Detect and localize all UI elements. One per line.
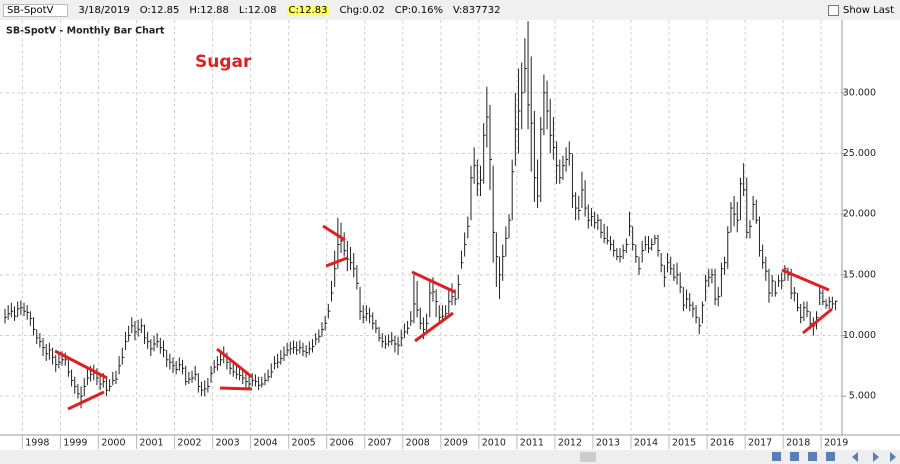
nav-button[interactable] [826, 452, 835, 461]
x-tick-label: 2014 [634, 438, 658, 449]
background [0, 20, 900, 464]
date: 3/18/2019 [78, 4, 130, 16]
y-tick-label: 30.000 [843, 87, 876, 98]
y-tick-label: 5.000 [849, 391, 876, 402]
show-last-label: Show Last [843, 4, 894, 16]
toolbar: SB-SpotV 3/18/2019 O:12.85 H:12.88 L:12.… [0, 0, 900, 21]
x-tick-label: 2005 [292, 438, 316, 449]
x-tick-label: 2009 [444, 438, 468, 449]
chart: SB-SpotV - Monthly Bar Chart Sugar 5.000… [0, 20, 900, 464]
x-tick-label: 1998 [25, 438, 49, 449]
trendline [414, 311, 454, 343]
chart-title: SB-SpotV - Monthly Bar Chart [6, 26, 165, 37]
nav-button[interactable] [808, 452, 817, 461]
scroll-thumb[interactable] [580, 452, 596, 462]
high: H:12.88 [189, 4, 229, 16]
trendline [54, 349, 108, 380]
annotation: Sugar [195, 52, 252, 72]
trendlines [54, 224, 833, 411]
checkbox[interactable] [828, 4, 839, 16]
nav-button[interactable] [772, 452, 781, 461]
change: Chg:0.02 [339, 4, 385, 16]
x-tick-label: 2017 [748, 438, 772, 449]
trendline [219, 386, 253, 391]
y-tick-label: 10.000 [843, 330, 876, 341]
y-tick-label: 25.000 [843, 148, 876, 159]
x-tick-label: 2000 [101, 438, 125, 449]
close: C:12.83 [286, 4, 330, 16]
nav-arrows[interactable] [852, 452, 896, 462]
x-tick-label: 2010 [482, 438, 506, 449]
x-tick-label: 2019 [824, 438, 848, 449]
x-tick-label: 2007 [368, 438, 392, 449]
change-percent: CP:0.16% [394, 4, 443, 16]
x-tick-label: 2003 [215, 438, 239, 449]
trendline [322, 224, 346, 242]
x-tick-label: 2008 [406, 438, 430, 449]
scrollbar[interactable] [0, 450, 900, 464]
open: O:12.85 [139, 4, 180, 16]
x-tick-label: 1999 [63, 438, 87, 449]
x-tick-label: 2002 [177, 438, 201, 449]
y-tick-label: 20.000 [843, 209, 876, 220]
x-tick-label: 2011 [520, 438, 544, 449]
x-tick-label: 2004 [254, 438, 278, 449]
nav-buttons [772, 452, 896, 462]
x-tick-label: 2015 [672, 438, 696, 449]
x-tick-label: 2018 [786, 438, 810, 449]
show-last[interactable]: Show Last [828, 4, 894, 16]
bars [4, 21, 838, 409]
low: L:12.08 [238, 4, 277, 16]
volume: V:837732 [452, 4, 501, 16]
nav-button[interactable] [790, 452, 799, 461]
trendline [411, 270, 456, 294]
trendline [67, 390, 105, 411]
x-tick-label: 2012 [558, 438, 582, 449]
trendline [325, 256, 348, 268]
x-tick-label: 2001 [139, 438, 163, 449]
trendline [216, 347, 253, 379]
y-tick-label: 15.000 [843, 269, 876, 280]
symbol[interactable]: SB-SpotV [3, 3, 69, 17]
trendline [781, 268, 830, 292]
x-tick-label: 2006 [330, 438, 354, 449]
x-tick-label: 2013 [596, 438, 620, 449]
trendline [802, 307, 833, 335]
x-tick-label: 2016 [710, 438, 734, 449]
